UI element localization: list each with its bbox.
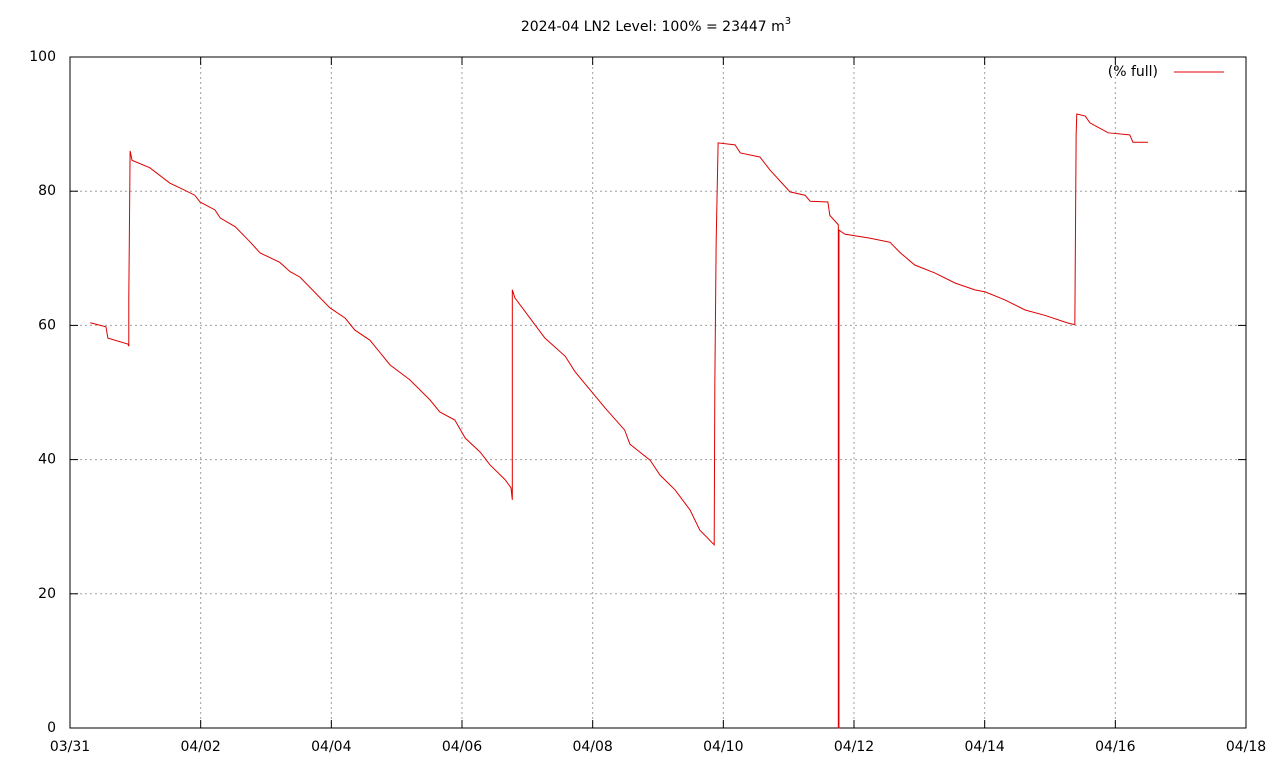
y-tick-label: 100	[29, 49, 56, 65]
y-tick-label: 80	[38, 183, 56, 199]
x-tick-label: 04/16	[1095, 739, 1135, 755]
x-tick-label: 04/12	[834, 739, 874, 755]
y-tick-label: 0	[47, 720, 56, 736]
legend-label: (% full)	[1108, 64, 1158, 80]
title-superscript: 3	[785, 16, 791, 27]
y-tick-label: 40	[38, 452, 56, 468]
y-tick-label: 20	[38, 586, 56, 602]
x-tick-label: 04/06	[442, 739, 482, 755]
x-tick-label: 04/10	[703, 739, 743, 755]
plot-frame	[69, 56, 1247, 729]
x-tick-label: 04/02	[180, 739, 220, 755]
x-tick-label: 04/04	[311, 739, 351, 755]
x-tick-label: 04/18	[1226, 739, 1266, 755]
series-line	[90, 113, 1148, 729]
x-tick-label: 03/31	[50, 739, 90, 755]
x-tick-label: 04/14	[964, 739, 1004, 755]
y-tick-label: 60	[38, 317, 56, 333]
x-tick-label: 04/08	[572, 739, 612, 755]
title-text: 2024-04 LN2 Level: 100% = 23447 m	[521, 19, 785, 35]
chart-title: 2024-04 LN2 Level: 100% = 23447 m3	[521, 16, 791, 35]
